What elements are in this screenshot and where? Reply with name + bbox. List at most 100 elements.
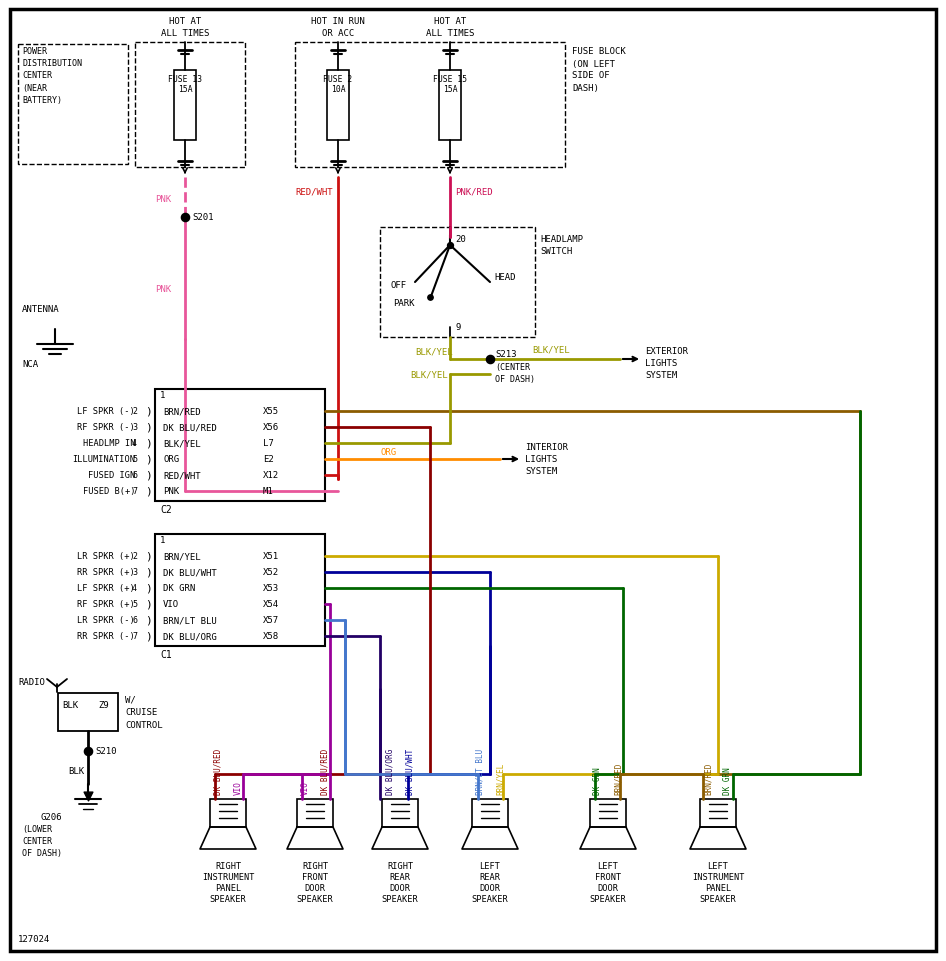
Text: (NEAR: (NEAR: [22, 84, 47, 92]
Text: 4: 4: [132, 584, 137, 593]
Text: INSTRUMENT: INSTRUMENT: [201, 872, 254, 881]
Text: 5: 5: [132, 600, 137, 609]
Text: 7: 7: [132, 631, 137, 641]
Text: BRN/YEL: BRN/YEL: [163, 552, 201, 561]
Text: LIGHTS: LIGHTS: [645, 359, 677, 368]
Text: PNK: PNK: [155, 285, 171, 294]
Text: CONTROL: CONTROL: [125, 721, 163, 729]
Text: 1: 1: [160, 391, 166, 400]
Point: [423, 290, 438, 306]
Text: 1: 1: [160, 536, 166, 545]
Text: INTERIOR: INTERIOR: [525, 443, 568, 452]
Text: 3: 3: [132, 568, 137, 577]
Text: ): ): [146, 423, 152, 432]
Text: (CENTER: (CENTER: [495, 363, 530, 372]
Text: ): ): [146, 552, 152, 561]
Text: X55: X55: [263, 407, 279, 416]
Text: 6: 6: [132, 471, 137, 480]
Text: FRONT: FRONT: [302, 872, 328, 881]
Text: PNK/RED: PNK/RED: [455, 187, 493, 196]
Text: BRN/RED: BRN/RED: [614, 762, 622, 794]
Text: (LOWER: (LOWER: [22, 825, 52, 833]
Point: [482, 352, 498, 367]
Text: SPEAKER: SPEAKER: [297, 894, 333, 903]
Text: BLK/YEL: BLK/YEL: [415, 347, 452, 357]
Text: HOT AT: HOT AT: [169, 17, 201, 27]
Text: C1: C1: [160, 650, 172, 659]
Text: SPEAKER: SPEAKER: [589, 894, 626, 903]
Text: FUSE 2: FUSE 2: [324, 74, 353, 84]
Text: 7: 7: [132, 487, 137, 496]
Text: BRN/RED: BRN/RED: [704, 762, 712, 794]
Text: FUSE BLOCK: FUSE BLOCK: [572, 47, 625, 57]
Text: X51: X51: [263, 552, 279, 561]
Text: LEFT: LEFT: [598, 861, 619, 870]
Text: SPEAKER: SPEAKER: [700, 894, 736, 903]
Text: 9: 9: [455, 323, 461, 333]
Text: HOT IN RUN: HOT IN RUN: [311, 17, 365, 27]
Text: RIGHT: RIGHT: [215, 861, 241, 870]
Text: HEADLAMP: HEADLAMP: [540, 235, 583, 244]
Text: DK GRN: DK GRN: [724, 767, 732, 794]
Text: X53: X53: [263, 584, 279, 593]
Text: OF DASH): OF DASH): [495, 375, 535, 384]
Text: ORG: ORG: [380, 448, 396, 457]
Text: RR SPKR (+): RR SPKR (+): [78, 568, 135, 577]
Text: FRONT: FRONT: [595, 872, 622, 881]
Text: ): ): [146, 486, 152, 497]
Text: 20: 20: [455, 235, 465, 244]
Text: RED/WHT: RED/WHT: [295, 187, 333, 196]
Text: BATTERY): BATTERY): [22, 95, 62, 105]
Text: S210: S210: [95, 747, 116, 755]
Text: DK BLU/WHT: DK BLU/WHT: [163, 568, 217, 577]
Text: ): ): [146, 615, 152, 626]
Text: SPEAKER: SPEAKER: [210, 894, 246, 903]
Text: X12: X12: [263, 471, 279, 480]
Bar: [174, 70, 196, 140]
Text: BLK/YEL: BLK/YEL: [410, 370, 447, 379]
Bar: [18, 45, 128, 165]
Text: DK BLU/RED: DK BLU/RED: [163, 423, 217, 432]
Text: X54: X54: [263, 600, 279, 609]
Text: OFF: OFF: [390, 282, 406, 290]
Bar: [382, 800, 418, 827]
Bar: [155, 389, 325, 502]
Text: RIGHT: RIGHT: [302, 861, 328, 870]
Text: VIO: VIO: [234, 780, 242, 794]
Text: PNK: PNK: [163, 487, 179, 496]
Text: HEAD: HEAD: [494, 273, 516, 283]
Bar: [327, 70, 349, 140]
Text: CENTER: CENTER: [22, 837, 52, 846]
Text: 2: 2: [132, 552, 137, 561]
Bar: [380, 228, 535, 337]
Text: REAR: REAR: [480, 872, 500, 881]
Bar: [295, 43, 565, 168]
Text: HEADLMP IN: HEADLMP IN: [82, 439, 135, 448]
Bar: [439, 70, 461, 140]
Text: RADIO: RADIO: [18, 678, 44, 687]
Text: ): ): [146, 583, 152, 593]
Point: [178, 210, 193, 226]
Text: 3: 3: [132, 423, 137, 432]
Text: DOOR: DOOR: [598, 883, 619, 892]
Text: ILLUMINATION: ILLUMINATION: [72, 455, 135, 464]
Bar: [135, 43, 245, 168]
Text: 10A: 10A: [331, 85, 345, 93]
Text: LF SPKR (+): LF SPKR (+): [78, 584, 135, 593]
Text: 4: 4: [132, 439, 137, 448]
Text: DISTRIBUTION: DISTRIBUTION: [22, 60, 82, 68]
Text: BLK/YEL: BLK/YEL: [532, 345, 569, 355]
Text: RF SPKR (+): RF SPKR (+): [78, 600, 135, 609]
Text: DOOR: DOOR: [390, 883, 411, 892]
Text: LR SPKR (+): LR SPKR (+): [78, 552, 135, 561]
Point: [443, 238, 458, 254]
Text: SPEAKER: SPEAKER: [472, 894, 508, 903]
Text: VIO: VIO: [163, 600, 179, 609]
Text: X52: X52: [263, 568, 279, 577]
Text: LEFT: LEFT: [480, 861, 500, 870]
Text: RF SPKR (-): RF SPKR (-): [78, 423, 135, 432]
Text: DK BLU/ORG: DK BLU/ORG: [163, 631, 217, 641]
Text: 2: 2: [132, 407, 137, 416]
Text: SYSTEM: SYSTEM: [525, 467, 557, 476]
Text: 15A: 15A: [443, 85, 457, 93]
